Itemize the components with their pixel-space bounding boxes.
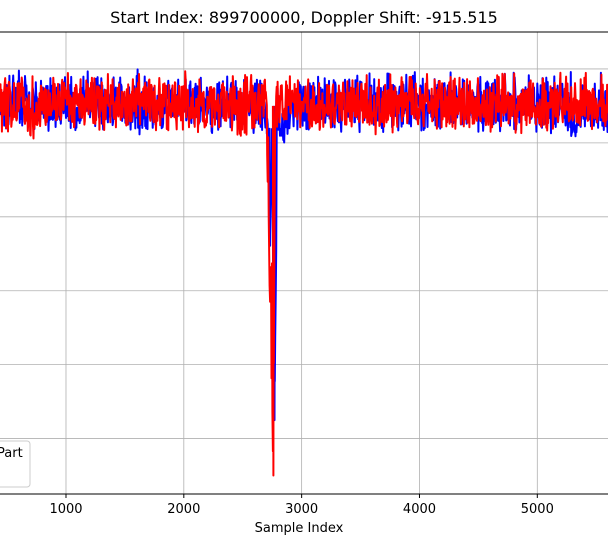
series-lines [0, 68, 608, 477]
x-tick-label: 4000 [403, 502, 436, 517]
legend-box [0, 440, 31, 488]
x-tick-label: 1000 [49, 502, 82, 517]
x-axis-label: Sample Index [254, 521, 344, 536]
legend-entry-text: Part [0, 446, 23, 461]
axes: 1000 2000 3000 4000 5000 [0, 31, 608, 517]
legend: Part [0, 440, 31, 488]
x-tick-label: 3000 [285, 502, 318, 517]
chart-title: Start Index: 899700000, Doppler Shift: -… [110, 8, 498, 27]
x-tick-label: 5000 [521, 502, 554, 517]
series-line-red [0, 70, 608, 477]
x-tick-label: 2000 [167, 502, 200, 517]
